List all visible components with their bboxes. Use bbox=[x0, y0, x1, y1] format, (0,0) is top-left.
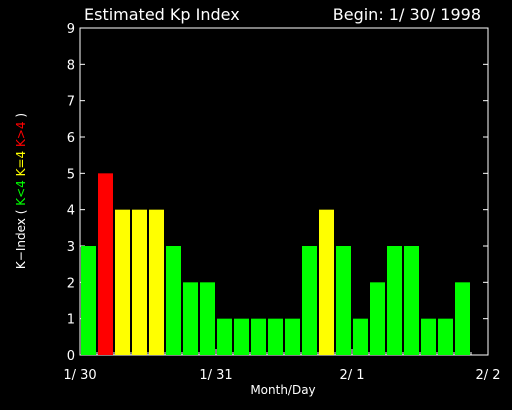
kp-bar bbox=[183, 282, 198, 355]
y-tick-label: 2 bbox=[67, 276, 75, 291]
kp-bar bbox=[251, 318, 266, 355]
y-label-suffix: ) bbox=[14, 113, 28, 118]
kp-bar bbox=[81, 246, 96, 355]
kp-bar bbox=[98, 173, 113, 355]
kp-bar bbox=[200, 282, 215, 355]
kp-bar bbox=[353, 318, 368, 355]
y-label-green-part: K<4 bbox=[14, 180, 28, 206]
plot-area: 0 1 2 3 4 5 6 7 8 9 1/ 30 1/ 31 2/ 1 2/ 2 bbox=[63, 22, 500, 383]
kp-bar bbox=[370, 282, 385, 355]
kp-bar bbox=[455, 282, 470, 355]
y-tick-label: 6 bbox=[67, 131, 75, 146]
kp-bar bbox=[166, 246, 181, 355]
kp-bar bbox=[132, 209, 147, 355]
y-label-yellow-part: K=4 bbox=[14, 151, 28, 177]
kp-bar bbox=[336, 246, 351, 355]
x-tick-label: 1/ 31 bbox=[199, 368, 232, 383]
y-label-prefix: K−Index ( bbox=[14, 210, 28, 269]
y-tick-label: 1 bbox=[67, 313, 75, 328]
kp-bar bbox=[115, 209, 130, 355]
y-tick-label: 9 bbox=[67, 22, 75, 37]
kp-bar bbox=[302, 246, 317, 355]
kp-bar bbox=[268, 318, 283, 355]
kp-bar bbox=[404, 246, 419, 355]
x-tick-label: 2/ 1 bbox=[339, 368, 364, 383]
kp-bar bbox=[217, 318, 232, 355]
y-tick-label: 4 bbox=[67, 204, 75, 219]
y-tick-label: 0 bbox=[67, 349, 75, 364]
y-tick-label: 5 bbox=[67, 167, 75, 182]
kp-bar bbox=[234, 318, 249, 355]
begin-date-label: Begin: 1/ 30/ 1998 bbox=[333, 5, 481, 24]
y-axis-label: K−Index ( K<4 K=4 K>4 ) bbox=[14, 113, 28, 269]
y-tick-label: 8 bbox=[67, 58, 75, 73]
kp-bar bbox=[421, 318, 436, 355]
x-tick-label: 2/ 2 bbox=[475, 368, 500, 383]
kp-bar bbox=[438, 318, 453, 355]
chart-title: Estimated Kp Index bbox=[84, 5, 240, 24]
kp-bar bbox=[319, 209, 334, 355]
kp-bar bbox=[149, 209, 164, 355]
x-axis-label: Month/Day bbox=[250, 383, 315, 397]
x-tick-label: 1/ 30 bbox=[63, 368, 96, 383]
y-tick-label: 3 bbox=[67, 240, 75, 255]
kp-bar bbox=[387, 246, 402, 355]
y-label-red-part: K>4 bbox=[14, 121, 28, 147]
y-tick-label: 7 bbox=[67, 95, 75, 110]
kp-bar bbox=[285, 318, 300, 355]
